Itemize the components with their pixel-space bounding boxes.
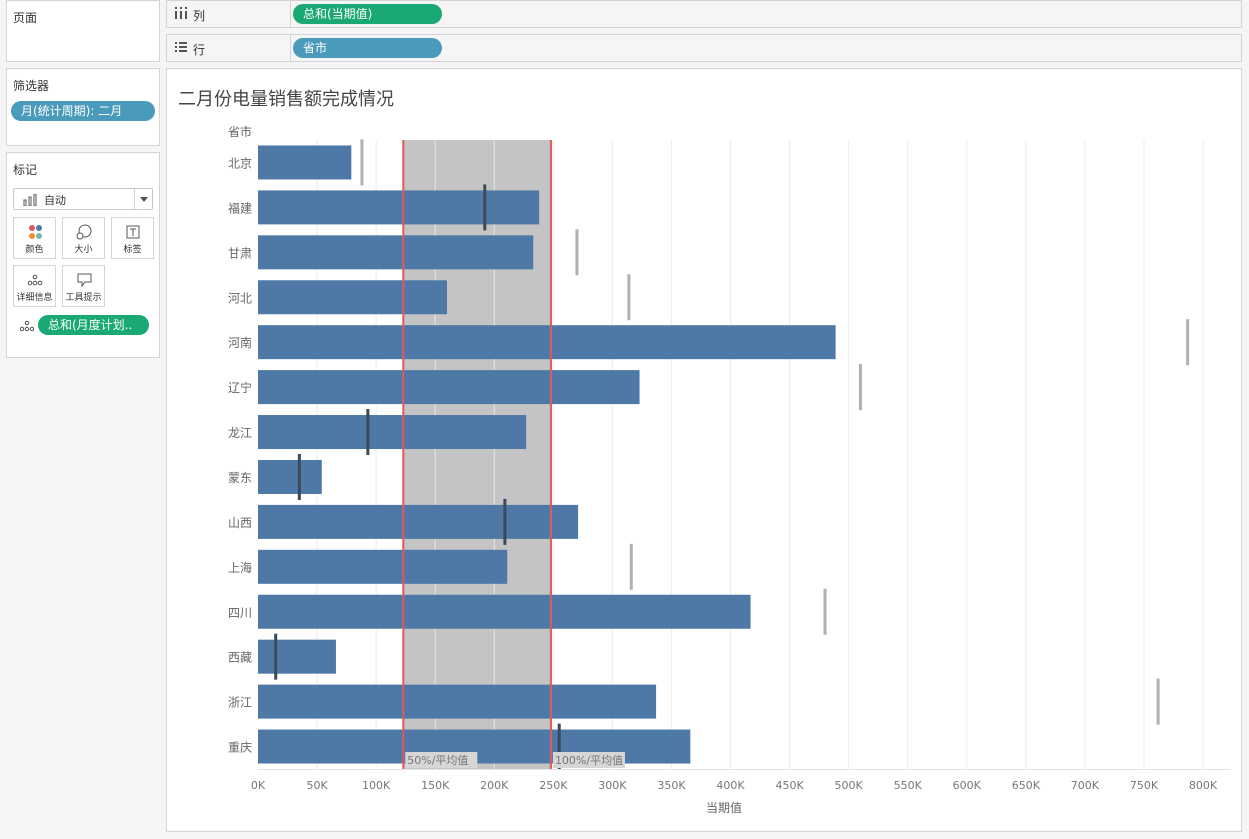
tick-label: 0K [251,779,266,792]
color-button[interactable]: 颜色 [13,217,56,259]
bar [258,459,322,494]
tick-label: 800K [1189,779,1218,792]
shelf-divider [290,1,291,27]
tick-label: 500K [835,779,864,792]
category-label: 河北 [228,291,252,305]
bar [258,639,336,674]
label-label: 标签 [123,245,142,255]
mark-type-value: 自动 [44,194,66,207]
rows-label: 行 [193,43,206,57]
bar [258,594,751,629]
category-label: 浙江 [228,696,252,710]
category-label: 河南 [228,335,252,350]
category-label: 西藏 [228,651,252,665]
chevron-down-icon[interactable] [134,189,152,209]
viz-area: 二月份电量销售额完成情况 省市 北京福建甘肃河北河南辽宁龙江蒙东山西上海四川西藏… [166,68,1242,832]
reference-label-100-bg [552,752,625,768]
pages-title: 页面 [13,11,38,25]
label-icon [126,225,140,239]
bar [258,415,527,450]
tick-label: 200K [480,779,509,792]
columns-shelf: 列 总和(当期值) [166,0,1242,28]
category-label: 甘肃 [228,246,252,260]
detail-pill-monthly-plan[interactable]: 总和(月度计划.. [38,315,149,335]
category-label: 四川 [228,606,252,620]
bar [258,684,657,719]
category-label: 蒙东 [228,471,252,485]
reference-label-100: 100%/平均值 [555,754,623,767]
bar [258,370,640,405]
detail-button[interactable]: 详细信息 [13,265,56,307]
tick-label: 400K [716,779,745,792]
reference-band [403,140,551,769]
tick-label: 50K [306,779,328,792]
rows-icon [175,42,187,52]
tick-label: 350K [657,779,686,792]
category-label: 北京 [228,156,252,170]
filters-panel: 筛选器 月(统计周期): 二月 [6,68,160,146]
detail-label: 详细信息 [16,293,53,303]
marks-panel: 标记 自动 颜色 大小 标签 [6,152,160,358]
bar [258,145,352,180]
mark-type-dropdown[interactable]: 自动 [13,188,153,210]
columns-label: 列 [193,9,206,23]
x-axis-title: 当期值 [706,800,742,815]
tick-label: 550K [894,779,923,792]
bar [258,504,579,539]
tooltip-icon [77,273,92,288]
rows-pill[interactable]: 省市 [293,38,442,58]
size-label: 大小 [74,245,93,255]
filter-pill-month[interactable]: 月(统计周期): 二月 [11,101,155,121]
category-label: 福建 [228,200,252,215]
category-label: 龙江 [228,426,252,440]
category-label: 山西 [228,516,252,530]
rows-shelf: 行 省市 [166,34,1242,62]
tick-label: 250K [539,779,568,792]
size-icon [76,224,92,240]
columns-pill[interactable]: 总和(当期值) [293,4,442,24]
marks-title: 标记 [13,163,38,177]
color-label: 颜色 [25,245,44,255]
bar [258,190,540,225]
tick-label: 600K [953,779,982,792]
category-label: 上海 [228,560,252,575]
tooltip-label: 工具提示 [65,293,102,303]
bar-chart-icon [23,194,37,206]
bar [258,280,447,315]
tick-label: 100K [362,779,391,792]
category-label: 重庆 [228,741,252,755]
tick-label: 300K [598,779,627,792]
filters-title: 筛选器 [13,79,50,93]
size-button[interactable]: 大小 [62,217,105,259]
detail-icon [27,274,43,286]
tooltip-button[interactable]: 工具提示 [62,265,105,307]
detail-icon [19,320,35,332]
tick-label: 700K [1071,779,1100,792]
label-button[interactable]: 标签 [111,217,154,259]
tick-label: 750K [1130,779,1159,792]
tick-label: 650K [1012,779,1041,792]
color-icon [29,225,42,239]
row-header: 省市 [228,125,253,139]
reference-label-50: 50%/平均值 [407,754,468,767]
pages-panel: 页面 [6,0,160,62]
bar [258,325,836,360]
chart-title: 二月份电量销售额完成情况 [178,89,394,110]
tick-label: 150K [421,779,450,792]
reference-label-50-bg [405,752,478,768]
shelf-divider [290,35,291,61]
columns-icon [175,7,187,19]
bar [258,235,534,270]
bar [258,549,508,584]
tick-label: 450K [775,779,804,792]
category-label: 辽宁 [228,380,252,395]
